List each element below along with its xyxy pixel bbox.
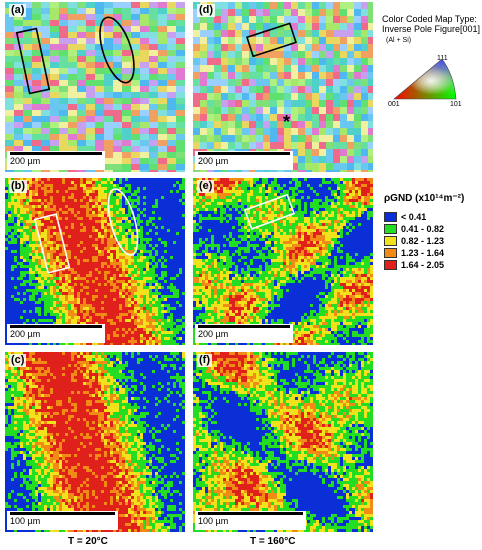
scale-bar-d: 200 µm	[195, 151, 293, 170]
scale-text-e: 200 µm	[198, 329, 229, 339]
region-box-b	[33, 213, 71, 274]
ipf-corner-001: 001	[388, 101, 400, 108]
gnd-legend-label: 0.82 - 1.23	[401, 236, 445, 246]
ipf-map-160c-image	[193, 2, 373, 172]
region-box-a	[15, 27, 51, 95]
panel-label-e: (e)	[197, 180, 215, 193]
panel-label-d: (d)	[197, 4, 216, 17]
ipf-legend-phase: (Al + Si)	[386, 37, 412, 44]
gnd-legend-swatch	[384, 212, 397, 222]
panel-label-a: (a)	[9, 4, 27, 17]
gnd-legend-swatch	[384, 248, 397, 258]
gnd-legend-item: 0.41 - 0.82	[384, 224, 444, 234]
temperature-right: T = 160°C	[250, 536, 296, 547]
gnd-legend-item: < 0.41	[384, 212, 426, 222]
gnd-map-160c-image	[193, 178, 373, 345]
gnd-legend-item: 0.82 - 1.23	[384, 236, 444, 246]
gnd-legend-item: 1.64 - 2.05	[384, 260, 444, 270]
gnd-legend-item: 1.23 - 1.64	[384, 248, 444, 258]
gnd-legend-title: ρGND (x10¹⁴m⁻²)	[384, 193, 465, 204]
region-box-e	[243, 193, 296, 230]
scale-text-c: 100 µm	[10, 516, 41, 526]
gnd-legend-swatch	[384, 260, 397, 270]
gnd-zoom-20c-image	[5, 352, 185, 532]
temperature-left: T = 20°C	[68, 536, 108, 547]
gnd-zoom-160c: (f) 100 µm	[193, 352, 373, 532]
ipf-legend-title-1: Color Coded Map Type:	[382, 14, 477, 24]
gnd-map-160c: (e) 200 µm	[193, 178, 373, 345]
scale-text-b: 200 µm	[10, 329, 41, 339]
scale-text-f: 100 µm	[198, 516, 229, 526]
scale-text-a: 200 µm	[10, 156, 41, 166]
gnd-legend-label: 0.41 - 0.82	[401, 224, 445, 234]
ipf-map-20c: (a) 200 µm	[5, 2, 185, 172]
gnd-zoom-20c: (c) 100 µm	[5, 352, 185, 532]
ipf-color-triangle	[393, 58, 457, 100]
scale-bar-f: 100 µm	[195, 511, 306, 530]
scale-bar-b: 200 µm	[7, 324, 105, 343]
panel-label-b: (b)	[9, 180, 28, 193]
panel-label-c: (c)	[9, 354, 27, 367]
region-box-d	[245, 22, 297, 58]
scale-bar-a: 200 µm	[7, 151, 105, 170]
gnd-map-20c: (b) 200 µm	[5, 178, 185, 345]
region-ellipse-b	[107, 188, 139, 256]
scale-text-d: 200 µm	[198, 156, 229, 166]
ipf-map-160c: (d) * 200 µm	[193, 2, 373, 172]
gnd-legend-swatch	[384, 224, 397, 234]
scale-bar-e: 200 µm	[195, 324, 293, 343]
gnd-legend-label: < 0.41	[401, 212, 427, 222]
ipf-corner-111: 111	[437, 55, 448, 62]
panel-label-f: (f)	[197, 354, 212, 367]
star-marker: *	[283, 112, 291, 132]
gnd-map-20c-image	[5, 178, 185, 345]
gnd-legend-label: 1.64 - 2.05	[401, 260, 445, 270]
gnd-legend-label: 1.23 - 1.64	[401, 248, 445, 258]
region-ellipse-a	[99, 16, 135, 84]
scale-bar-c: 100 µm	[7, 511, 118, 530]
ipf-map-20c-image	[5, 2, 185, 172]
gnd-zoom-160c-image	[193, 352, 373, 532]
gnd-legend-swatch	[384, 236, 397, 246]
ipf-corner-101: 101	[450, 101, 462, 108]
ipf-legend-title-2: Inverse Pole Figure[001]	[382, 24, 481, 34]
